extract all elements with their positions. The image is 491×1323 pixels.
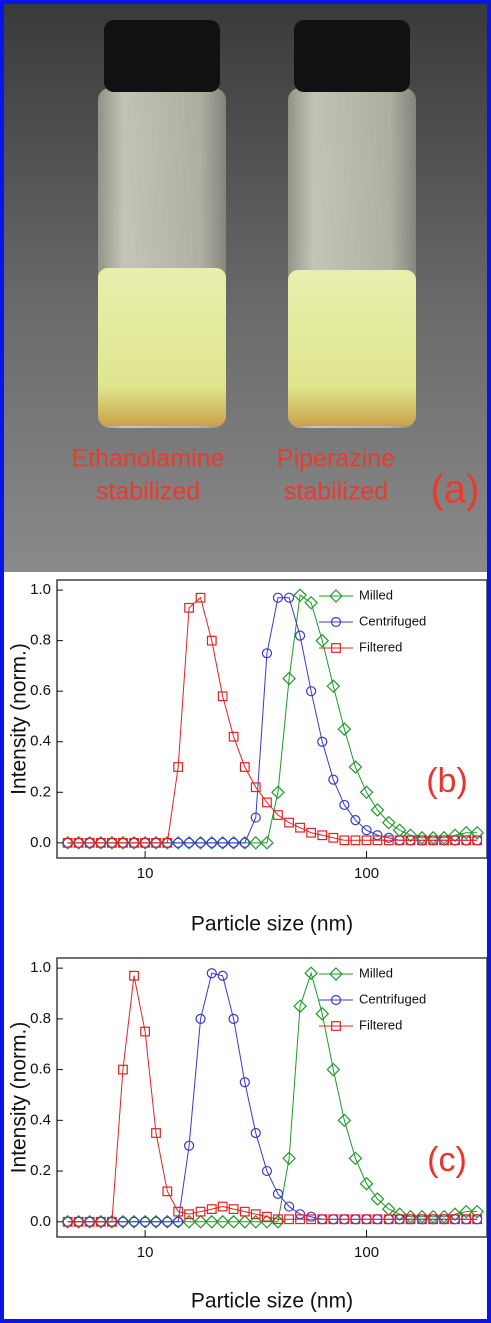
x-axis-title: Particle size (nm) (191, 913, 353, 936)
y-tick-label: 0.8 (30, 1010, 51, 1027)
legend-label: Filtered (359, 639, 402, 654)
x-tick-label: 100 (354, 1244, 379, 1261)
panel-label: (b) (426, 762, 468, 800)
legend-label: Centrifuged (359, 613, 426, 628)
y-tick-label: 0.0 (30, 834, 51, 851)
photo-label: stabilized (284, 478, 388, 506)
y-tick-label: 0.6 (30, 1061, 51, 1078)
x-tick-label: 10 (137, 865, 154, 882)
y-tick-label: 0.8 (30, 632, 51, 649)
x-tick-label: 10 (137, 1244, 154, 1261)
y-tick-label: 0.4 (30, 733, 51, 750)
panel-label: (a) (431, 468, 480, 512)
y-axis-title: Intensity (norm.) (8, 1022, 31, 1174)
page: {"photo": {"labels": ["Ethanolamine", "s… (0, 0, 491, 1323)
x-tick-label: 100 (354, 865, 379, 882)
y-tick-label: 0.2 (30, 783, 51, 800)
y-tick-label: 0.2 (30, 1162, 51, 1179)
y-tick-label: 1.0 (30, 581, 51, 598)
y-tick-label: 0.4 (30, 1111, 51, 1128)
y-tick-label: 0.0 (30, 1213, 51, 1230)
y-tick-label: 1.0 (30, 959, 51, 976)
legend-label: Milled (359, 587, 393, 602)
photo-label: Piperazine (277, 445, 395, 473)
figure: Ethanolamine stabilized Piperazine stabi… (0, 0, 491, 1323)
x-axis-title: Particle size (nm) (191, 1290, 353, 1313)
y-tick-label: 0.6 (30, 682, 51, 699)
vial-right (288, 20, 416, 428)
vial-left (98, 20, 226, 428)
panel-label: (c) (427, 1141, 467, 1179)
legend-label: Filtered (359, 1017, 402, 1032)
photo-label: Ethanolamine (72, 445, 225, 473)
legend-label: Centrifuged (359, 991, 426, 1006)
photo-label: stabilized (96, 478, 200, 506)
legend-label: Milled (359, 965, 393, 980)
y-axis-title: Intensity (norm.) (8, 643, 31, 795)
